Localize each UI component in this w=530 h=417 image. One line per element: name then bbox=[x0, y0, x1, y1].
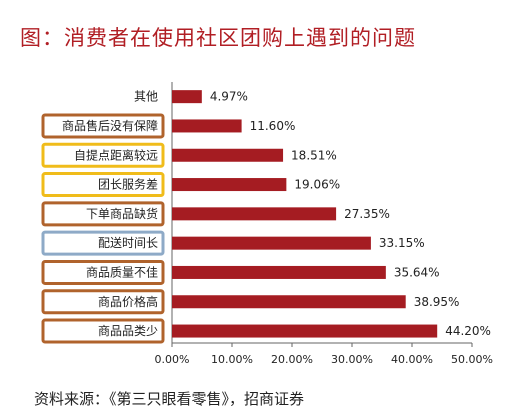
category-label: 下单商品缺货 bbox=[86, 206, 158, 221]
highlight-box bbox=[41, 318, 165, 344]
bar bbox=[172, 90, 202, 104]
data-label: 38.95% bbox=[414, 295, 460, 309]
bar bbox=[172, 236, 371, 250]
data-label: 18.51% bbox=[291, 148, 337, 162]
bar bbox=[172, 119, 242, 133]
data-label: 35.64% bbox=[394, 265, 440, 279]
category-label: 商品价格高 bbox=[98, 294, 158, 309]
x-tick-label: 30.00% bbox=[331, 353, 373, 366]
data-label: 27.35% bbox=[344, 207, 390, 221]
category-label: 商品品类少 bbox=[98, 323, 158, 338]
x-tick-label: 40.00% bbox=[391, 353, 433, 366]
bar-chart: 0.00% 10.00% 20.00% 30.00% 40.00% 50.00% 4.97%… bbox=[41, 82, 493, 366]
data-label: 44.20% bbox=[445, 324, 491, 338]
bar bbox=[172, 295, 406, 309]
x-tick-label: 50.00% bbox=[451, 353, 493, 366]
category-label: 自提点距离较远 bbox=[74, 147, 158, 162]
bar bbox=[172, 148, 284, 162]
category-label: 其他 bbox=[134, 90, 158, 104]
highlight-box bbox=[41, 172, 165, 198]
category-label: 商品售后没有保障 bbox=[62, 118, 158, 133]
bar bbox=[172, 178, 287, 192]
highlight-box bbox=[41, 289, 165, 315]
bar bbox=[172, 324, 438, 338]
x-tick-label: 0.00% bbox=[155, 353, 190, 366]
data-label: 33.15% bbox=[379, 236, 425, 250]
highlight-box bbox=[41, 113, 165, 139]
bar bbox=[172, 207, 337, 221]
category-label: 配送时间长 bbox=[98, 235, 158, 250]
data-label: 19.06% bbox=[294, 178, 340, 192]
highlight-box bbox=[41, 201, 165, 227]
highlight-box bbox=[41, 259, 165, 285]
chart-title: 图：消费者在使用社区团购上遇到的问题 bbox=[20, 26, 416, 50]
x-tick-label: 10.00% bbox=[211, 353, 253, 366]
data-label: 4.97% bbox=[210, 90, 248, 104]
bar bbox=[172, 265, 386, 279]
category-label: 团长服务差 bbox=[98, 177, 158, 192]
category-label: 商品质量不佳 bbox=[86, 264, 158, 279]
x-tick-label: 20.00% bbox=[271, 353, 313, 366]
data-label: 11.60% bbox=[250, 119, 296, 133]
highlight-box bbox=[41, 142, 165, 168]
highlight-box bbox=[41, 230, 165, 256]
source-note: 资料来源：《第三只眼看零售》，招商证券 bbox=[34, 390, 305, 408]
